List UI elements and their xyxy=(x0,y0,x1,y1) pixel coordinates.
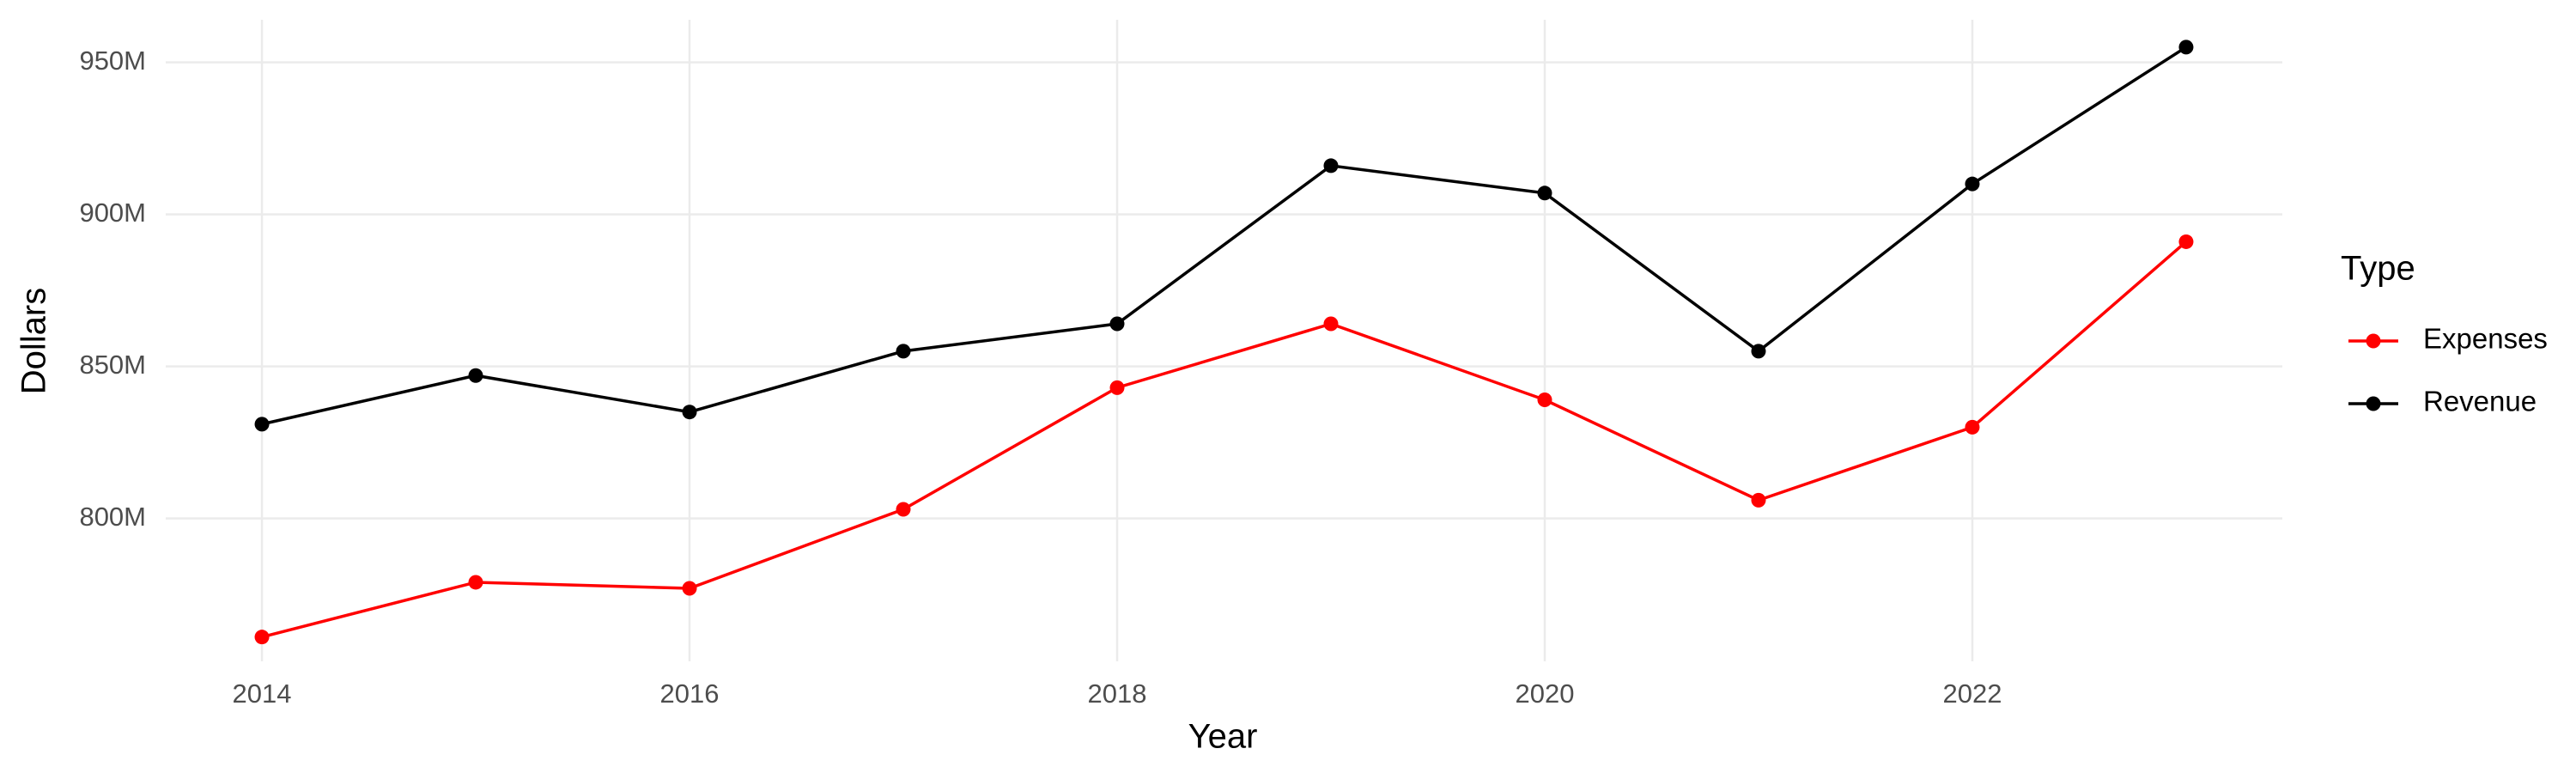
data-point xyxy=(682,405,697,420)
legend-title: Type xyxy=(2341,250,2415,288)
data-point xyxy=(1109,380,1125,395)
data-point xyxy=(1965,419,1980,435)
x-tick-label: 2020 xyxy=(1516,679,1575,709)
data-point xyxy=(1965,176,1980,192)
data-point xyxy=(1751,492,1766,508)
x-tick-label: 2022 xyxy=(1942,679,2002,709)
data-point xyxy=(2178,234,2194,249)
data-point xyxy=(1323,158,1339,173)
data-point xyxy=(468,575,483,590)
x-tick-label: 2016 xyxy=(660,679,720,709)
data-point xyxy=(896,344,911,359)
data-point xyxy=(468,368,483,383)
data-point xyxy=(1109,316,1125,332)
data-point xyxy=(1751,344,1766,359)
legend-label: Expenses xyxy=(2423,323,2548,355)
y-tick-label: 950M xyxy=(79,46,146,76)
legend-label: Revenue xyxy=(2423,386,2537,417)
legend-marker xyxy=(2366,396,2381,411)
data-point xyxy=(1537,393,1552,408)
y-tick-label: 850M xyxy=(79,350,146,380)
data-point xyxy=(254,630,270,645)
data-point xyxy=(682,581,697,596)
data-point xyxy=(2178,40,2194,55)
x-tick-label: 2014 xyxy=(233,679,292,709)
legend-marker xyxy=(2366,333,2381,349)
series-line xyxy=(261,46,2187,426)
series-line xyxy=(261,240,2188,639)
data-point xyxy=(896,502,911,517)
y-tick-label: 800M xyxy=(79,502,146,532)
grid xyxy=(166,20,2282,661)
data-point xyxy=(1323,316,1339,332)
data-point xyxy=(1537,186,1552,201)
data-point xyxy=(254,417,270,432)
y-tick-label: 900M xyxy=(79,198,146,228)
y-axis-label: Dollars xyxy=(15,288,53,394)
x-axis-label: Year xyxy=(1188,718,1258,756)
x-tick-label: 2018 xyxy=(1088,679,1147,709)
